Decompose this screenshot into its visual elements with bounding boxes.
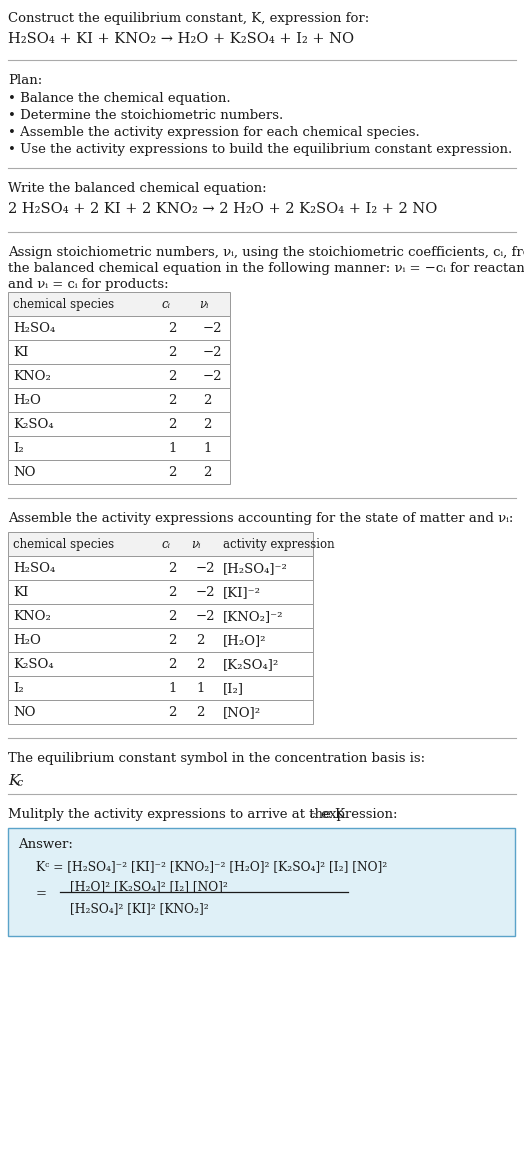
Text: [KNO₂]⁻²: [KNO₂]⁻²: [223, 610, 283, 624]
Text: c: c: [17, 778, 23, 788]
Text: −2: −2: [203, 370, 223, 382]
Text: H₂SO₄: H₂SO₄: [13, 322, 55, 335]
Text: chemical species: chemical species: [13, 538, 114, 551]
Text: 1: 1: [196, 681, 204, 695]
FancyBboxPatch shape: [8, 436, 230, 460]
Text: K: K: [8, 774, 19, 788]
Text: NO: NO: [13, 706, 36, 719]
Text: H₂O: H₂O: [13, 394, 41, 407]
Text: −2: −2: [196, 610, 215, 624]
FancyBboxPatch shape: [8, 411, 230, 436]
Text: the balanced chemical equation in the following manner: νᵢ = −cᵢ for reactants: the balanced chemical equation in the fo…: [8, 262, 524, 275]
Text: KI: KI: [13, 586, 28, 599]
Text: • Determine the stoichiometric numbers.: • Determine the stoichiometric numbers.: [8, 109, 283, 122]
Text: [H₂SO₄]² [KI]² [KNO₂]²: [H₂SO₄]² [KI]² [KNO₂]²: [70, 902, 209, 914]
FancyBboxPatch shape: [8, 676, 313, 700]
FancyBboxPatch shape: [8, 460, 230, 484]
Text: 2: 2: [168, 347, 177, 359]
Text: Plan:: Plan:: [8, 74, 42, 87]
Text: • Assemble the activity expression for each chemical species.: • Assemble the activity expression for e…: [8, 126, 420, 139]
Text: expression:: expression:: [317, 808, 398, 821]
Text: 2 H₂SO₄ + 2 KI + 2 KNO₂ → 2 H₂O + 2 K₂SO₄ + I₂ + 2 NO: 2 H₂SO₄ + 2 KI + 2 KNO₂ → 2 H₂O + 2 K₂SO…: [8, 202, 438, 216]
FancyBboxPatch shape: [8, 532, 313, 556]
Text: KNO₂: KNO₂: [13, 610, 51, 624]
Text: [H₂SO₄]⁻²: [H₂SO₄]⁻²: [223, 562, 288, 575]
Text: [I₂]: [I₂]: [223, 681, 244, 695]
Text: • Balance the chemical equation.: • Balance the chemical equation.: [8, 92, 231, 105]
Text: activity expression: activity expression: [223, 538, 335, 551]
Text: Assemble the activity expressions accounting for the state of matter and νᵢ:: Assemble the activity expressions accoun…: [8, 512, 514, 525]
Text: NO: NO: [13, 466, 36, 479]
Text: Mulitply the activity expressions to arrive at the K: Mulitply the activity expressions to arr…: [8, 808, 345, 821]
Text: 2: 2: [196, 658, 204, 671]
FancyBboxPatch shape: [8, 653, 313, 676]
FancyBboxPatch shape: [8, 556, 313, 580]
Text: −2: −2: [196, 586, 215, 599]
Text: 1: 1: [203, 442, 211, 455]
Text: νᵢ: νᵢ: [199, 298, 209, 311]
Text: νᵢ: νᵢ: [191, 538, 201, 551]
Text: 2: 2: [168, 466, 177, 479]
Text: Write the balanced chemical equation:: Write the balanced chemical equation:: [8, 182, 267, 195]
Text: −2: −2: [196, 562, 215, 575]
Text: cᵢ: cᵢ: [162, 298, 171, 311]
Text: • Use the activity expressions to build the equilibrium constant expression.: • Use the activity expressions to build …: [8, 143, 512, 156]
Text: 2: 2: [168, 370, 177, 382]
Text: I₂: I₂: [13, 442, 24, 455]
Text: KNO₂: KNO₂: [13, 370, 51, 382]
Text: 2: 2: [168, 418, 177, 431]
FancyBboxPatch shape: [8, 340, 230, 364]
FancyBboxPatch shape: [8, 388, 230, 411]
Text: [H₂O]²: [H₂O]²: [223, 634, 267, 647]
FancyBboxPatch shape: [8, 580, 313, 604]
Text: 2: 2: [168, 634, 177, 647]
Text: [NO]²: [NO]²: [223, 706, 261, 719]
Text: 1: 1: [168, 681, 177, 695]
FancyBboxPatch shape: [8, 292, 230, 316]
FancyBboxPatch shape: [8, 700, 313, 724]
Text: K₂SO₄: K₂SO₄: [13, 658, 53, 671]
FancyBboxPatch shape: [8, 316, 230, 340]
FancyBboxPatch shape: [8, 628, 313, 653]
Text: Answer:: Answer:: [18, 838, 73, 851]
Text: −2: −2: [203, 322, 223, 335]
Text: 2: 2: [168, 706, 177, 719]
Text: Construct the equilibrium constant, K, expression for:: Construct the equilibrium constant, K, e…: [8, 12, 369, 25]
Text: 2: 2: [203, 394, 211, 407]
FancyBboxPatch shape: [8, 828, 515, 936]
Text: [H₂O]² [K₂SO₄]² [I₂] [NO]²: [H₂O]² [K₂SO₄]² [I₂] [NO]²: [70, 880, 228, 892]
Text: KI: KI: [13, 347, 28, 359]
Text: K₂SO₄: K₂SO₄: [13, 418, 53, 431]
Text: 2: 2: [168, 610, 177, 624]
Text: The equilibrium constant symbol in the concentration basis is:: The equilibrium constant symbol in the c…: [8, 752, 425, 765]
Text: 1: 1: [168, 442, 177, 455]
Text: 2: 2: [168, 394, 177, 407]
Text: [KI]⁻²: [KI]⁻²: [223, 586, 261, 599]
Text: 2: 2: [168, 562, 177, 575]
Text: c: c: [310, 811, 316, 821]
Text: H₂SO₄: H₂SO₄: [13, 562, 55, 575]
Text: −2: −2: [203, 347, 223, 359]
FancyBboxPatch shape: [8, 604, 313, 628]
FancyBboxPatch shape: [8, 364, 230, 388]
Text: H₂O: H₂O: [13, 634, 41, 647]
Text: 2: 2: [168, 586, 177, 599]
Text: 2: 2: [196, 706, 204, 719]
Text: 2: 2: [203, 466, 211, 479]
Text: and νᵢ = cᵢ for products:: and νᵢ = cᵢ for products:: [8, 278, 169, 291]
Text: 2: 2: [196, 634, 204, 647]
Text: I₂: I₂: [13, 681, 24, 695]
Text: [K₂SO₄]²: [K₂SO₄]²: [223, 658, 279, 671]
Text: cᵢ: cᵢ: [161, 538, 170, 551]
Text: H₂SO₄ + KI + KNO₂ → H₂O + K₂SO₄ + I₂ + NO: H₂SO₄ + KI + KNO₂ → H₂O + K₂SO₄ + I₂ + N…: [8, 32, 354, 46]
Text: 2: 2: [168, 322, 177, 335]
Text: Assign stoichiometric numbers, νᵢ, using the stoichiometric coefficients, cᵢ, fr: Assign stoichiometric numbers, νᵢ, using…: [8, 246, 524, 258]
Text: =: =: [36, 887, 47, 901]
Text: 2: 2: [168, 658, 177, 671]
Text: chemical species: chemical species: [13, 298, 114, 311]
Text: 2: 2: [203, 418, 211, 431]
Text: Kᶜ = [H₂SO₄]⁻² [KI]⁻² [KNO₂]⁻² [H₂O]² [K₂SO₄]² [I₂] [NO]²: Kᶜ = [H₂SO₄]⁻² [KI]⁻² [KNO₂]⁻² [H₂O]² [K…: [36, 860, 387, 873]
